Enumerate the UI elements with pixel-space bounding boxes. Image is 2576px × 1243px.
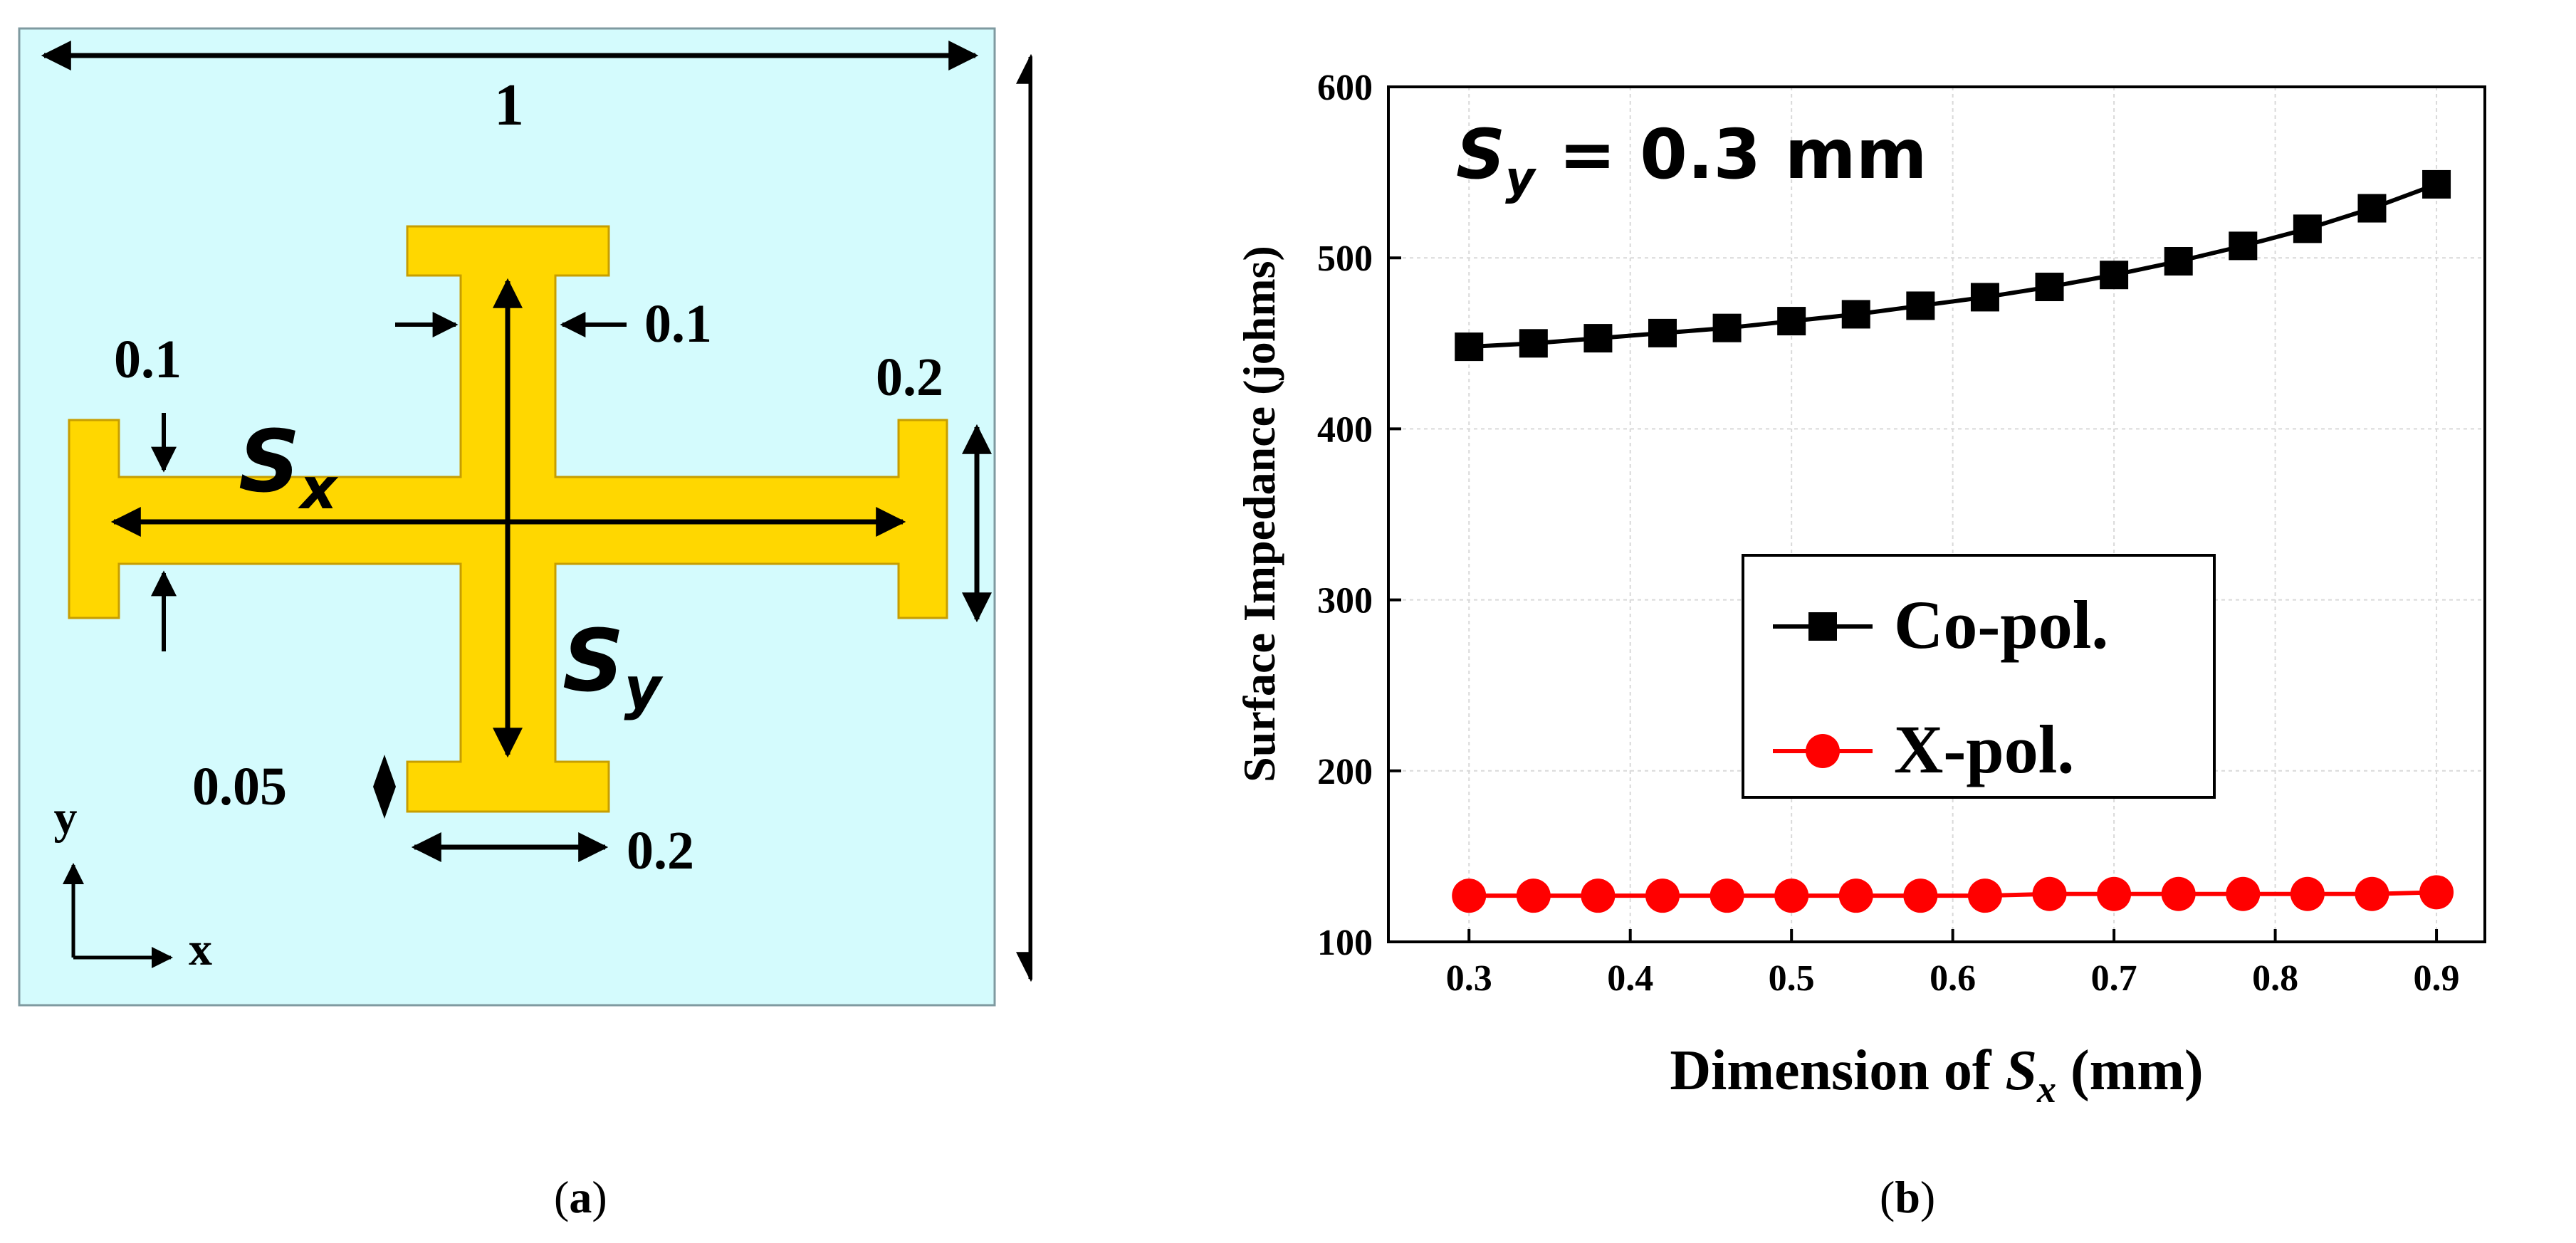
x-axis-title-var: S xyxy=(2006,1039,2038,1102)
caption-a-letter: a xyxy=(569,1172,592,1222)
sy-annotation: Sy = 0.3 mm xyxy=(1456,115,1927,205)
sy-label: Sy xyxy=(562,612,663,721)
unit-cell-diagram: 1 1 0.1 0.1 0.2 0.05 0.2 Sx Sy y x xyxy=(18,27,1032,1007)
x-tick-label: 0.4 xyxy=(1607,958,1653,999)
caption-b: (b) xyxy=(1880,1171,1935,1224)
x-pol-point xyxy=(1645,879,1680,913)
top-arm-width-label: 0.1 xyxy=(644,294,712,354)
x-pol-point xyxy=(1516,879,1551,913)
cap-thickness-diamond xyxy=(373,755,396,819)
y-tick-label: 300 xyxy=(1317,581,1373,622)
co-pol-point xyxy=(2422,169,2451,199)
axis-y-label: y xyxy=(54,792,78,844)
co-pol-point xyxy=(2100,261,2129,290)
x-tick-label: 0.7 xyxy=(2091,958,2137,999)
co-pol-point xyxy=(2229,231,2258,261)
x-axis-title: Dimension of Sx (mm) xyxy=(1670,1039,2203,1111)
width-label: 1 xyxy=(494,72,524,138)
y-tick-label: 200 xyxy=(1317,752,1373,792)
x-pol-point xyxy=(2161,876,2196,911)
co-pol-point xyxy=(2164,247,2193,276)
co-pol-point xyxy=(1648,318,1677,347)
x-tick-label: 0.8 xyxy=(2252,958,2298,999)
co-pol-point xyxy=(1906,291,1935,320)
sy-annotation-rest: = 0.3 mm xyxy=(1535,115,1927,194)
y-tick-label: 500 xyxy=(1317,238,1373,279)
co-pol-point xyxy=(1841,300,1870,329)
sx-label: Sx xyxy=(239,413,338,522)
ticks-layer: 0.3 0.4 0.5 0.6 0.7 0.8 0.9 100 200 300 400 500 600 xyxy=(1317,68,2460,999)
sy-letter: S xyxy=(562,612,624,711)
y-tick-label: 400 xyxy=(1317,409,1373,450)
co-pol-point xyxy=(1970,283,1999,312)
x-tick-label: 0.6 xyxy=(1930,958,1976,999)
x-pol-point xyxy=(1838,879,1873,913)
x-pol-point xyxy=(2355,876,2389,911)
legend-x-pol-marker xyxy=(1806,734,1840,768)
x-pol-point xyxy=(1581,879,1616,913)
caption-b-open: ( xyxy=(1880,1172,1895,1222)
x-pol-point xyxy=(2032,876,2067,911)
x-pol-point xyxy=(2226,876,2261,911)
sx-subscript: x xyxy=(297,456,338,522)
y-tick-label: 600 xyxy=(1317,68,1373,108)
legend-box xyxy=(1742,554,2216,799)
co-pol-point xyxy=(1455,332,1484,362)
caption-b-letter: b xyxy=(1895,1172,1920,1222)
y-axis-title: Surface Impedance (johms) xyxy=(1234,246,1284,782)
co-pol-point xyxy=(2293,214,2322,243)
x-pol-point xyxy=(1967,879,2002,913)
sy-annotation-sub: y xyxy=(1505,152,1536,205)
y-tick-label: 100 xyxy=(1317,923,1373,963)
series-line-x-pol xyxy=(1469,890,2437,898)
x-axis-title-pre: Dimension of xyxy=(1670,1039,2005,1102)
x-pol-point xyxy=(2097,876,2132,911)
caption-a: (a) xyxy=(554,1171,607,1224)
co-pol-point xyxy=(1583,324,1613,353)
x-pol-point xyxy=(1774,879,1809,913)
bottom-cap-width-label: 0.2 xyxy=(627,821,694,881)
x-tick-label: 0.9 xyxy=(2414,958,2460,999)
co-pol-point xyxy=(1777,307,1806,336)
x-pol-point xyxy=(2419,875,2454,910)
x-pol-point xyxy=(1452,879,1487,913)
x-axis-title-sub: x xyxy=(2036,1068,2056,1111)
axis-x-label: x xyxy=(189,923,212,975)
cap-thickness-label: 0.05 xyxy=(192,757,287,817)
caption-b-close: ) xyxy=(1920,1172,1936,1222)
sy-annotation-letter: S xyxy=(1456,115,1505,194)
right-cap-height-label: 0.2 xyxy=(876,347,943,407)
x-pol-point xyxy=(1710,879,1744,913)
co-pol-point xyxy=(1519,329,1548,358)
caption-a-close: ) xyxy=(592,1172,607,1222)
x-pol-point xyxy=(1903,879,1938,913)
caption-a-open: ( xyxy=(554,1172,570,1222)
co-pol-point xyxy=(2357,194,2387,223)
series-line-co-pol xyxy=(1469,182,2438,350)
x-axis-title-post: (mm) xyxy=(2056,1039,2204,1102)
series-layer xyxy=(1452,169,2454,913)
co-pol-point xyxy=(1712,313,1742,342)
grid-layer xyxy=(1388,86,2485,943)
x-tick-label: 0.3 xyxy=(1446,958,1492,999)
x-tick-label: 0.5 xyxy=(1769,958,1815,999)
left-arm-width-label: 0.1 xyxy=(114,330,182,389)
legend-x-pol-label: X-pol. xyxy=(1894,711,2074,787)
co-pol-point xyxy=(2035,273,2064,302)
x-pol-point xyxy=(2290,876,2325,911)
legend-co-pol-label: Co-pol. xyxy=(1894,587,2108,663)
sy-subscript: y xyxy=(624,655,663,721)
legend-co-pol-marker xyxy=(1808,612,1837,641)
sx-letter: S xyxy=(239,413,300,512)
plot-frame xyxy=(1387,85,2486,943)
